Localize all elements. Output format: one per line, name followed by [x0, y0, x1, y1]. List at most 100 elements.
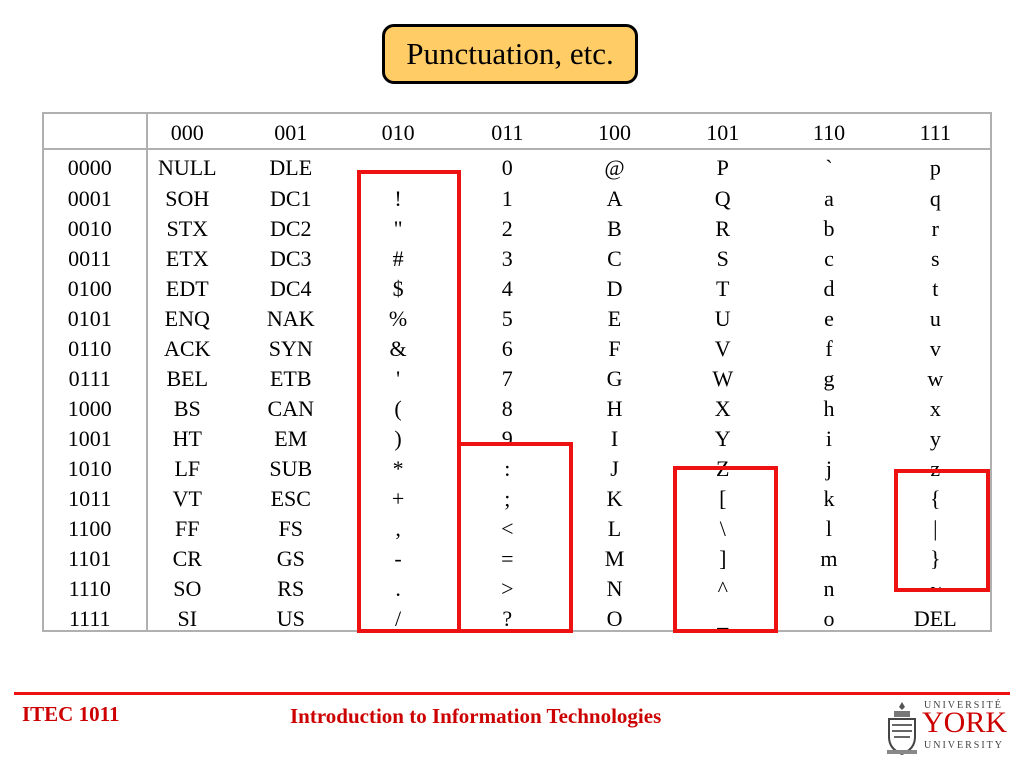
table-cell: / [395, 606, 402, 631]
table-cell: i [825, 426, 833, 451]
table-cell: ` [825, 155, 833, 180]
table-cell: X [714, 396, 731, 421]
table-cell: DC4 [269, 276, 312, 301]
table-cell: s [931, 246, 940, 271]
table-cell: P [716, 155, 729, 180]
table-cell: DC3 [269, 246, 312, 271]
table-cell: 7 [501, 366, 513, 391]
table-cell: " [393, 216, 403, 241]
table-cell: { [930, 486, 941, 511]
row-header: 1011 [68, 486, 112, 511]
table-cell: ] [719, 546, 727, 571]
table-cell: ETX [165, 246, 209, 271]
table-cell: = [501, 546, 514, 571]
table-cell: 2 [501, 216, 513, 241]
column-header-divider [44, 148, 990, 150]
table-cell: H [606, 396, 623, 421]
row-header: 0011 [68, 246, 112, 271]
table-cell: ; [504, 486, 511, 511]
table-cell: DC2 [269, 216, 312, 241]
table-cell: < [501, 516, 514, 541]
table-cell: $ [392, 276, 404, 301]
column-header: 111 [919, 120, 951, 145]
table-cell: V [714, 336, 731, 361]
table-cell: W [712, 366, 734, 391]
table-cell: VT [172, 486, 202, 511]
logo-text-york: YORK [922, 706, 1008, 739]
table-cell: BS [173, 396, 201, 421]
table-cell: m [820, 546, 838, 571]
table-cell: n [823, 576, 835, 601]
table-cell: S [716, 246, 729, 271]
table-cell: FS [278, 516, 303, 541]
table-cell: C [607, 246, 622, 271]
table-cell: h [823, 396, 835, 421]
table-cell: ! [394, 186, 402, 211]
table-cell: K [606, 486, 623, 511]
table-cell: 4 [501, 276, 513, 301]
row-header: 0001 [67, 186, 112, 211]
table-cell: SOH [165, 186, 210, 211]
highlight-box-braces-col-111 [894, 469, 990, 592]
table-cell: ( [394, 396, 402, 421]
course-title: Introduction to Information Technologies [290, 704, 662, 728]
row-header: 1101 [68, 546, 112, 571]
row-header: 0100 [67, 276, 112, 301]
table-cell: EM [274, 426, 308, 451]
table-cell: A [606, 186, 623, 211]
table-cell: y [929, 426, 941, 451]
table-cell: CAN [267, 396, 314, 421]
table-cell: o [823, 606, 835, 631]
table-cell: b [823, 216, 835, 241]
table-cell: k [823, 486, 835, 511]
highlight-box-punctuation-col-010 [357, 170, 461, 633]
table-cell: HT [172, 426, 202, 451]
table-cell: SO [173, 576, 202, 601]
column-header: 011 [491, 120, 524, 145]
table-cell: t [932, 276, 939, 301]
table-cell: # [392, 246, 404, 271]
table-cell: I [610, 426, 619, 451]
table-cell: p [929, 155, 941, 180]
table-cell: 0 [501, 155, 513, 180]
table-cell: + [391, 486, 405, 511]
table-cell: 3 [501, 246, 513, 271]
table-cell: ? [502, 606, 513, 631]
column-header: 101 [706, 120, 740, 145]
table-row: 1111 SI US /? O _ o DEL [44, 604, 990, 634]
table-cell: _ [717, 606, 729, 631]
column-header: 000 [170, 120, 204, 145]
header-row: 000 001 010 011 100 101 110 111 [44, 114, 990, 152]
table-cell: Q [714, 186, 731, 211]
table-row: 1100 FF FS, < L \ l | [44, 514, 990, 544]
table-cell: d [823, 276, 835, 301]
table-row: 0000 NULL DLE 0 @ P ` p [44, 152, 990, 184]
table-cell: e [824, 306, 834, 331]
table-cell: g [823, 366, 835, 391]
table-cell: E [607, 306, 622, 331]
row-header: 1100 [68, 516, 112, 541]
table-cell: x [929, 396, 941, 421]
table-cell: % [388, 306, 408, 331]
table-cell: SYN [268, 336, 313, 361]
table-cell: ' [396, 366, 401, 391]
table-cell: . [395, 576, 401, 601]
column-header: 010 [381, 120, 415, 145]
table-cell: u [929, 306, 941, 331]
table-cell: ) [394, 426, 402, 451]
row-header-divider [146, 114, 148, 630]
table-cell: NAK [266, 306, 315, 331]
table-cell: NULL [157, 155, 217, 180]
highlight-box-brackets-col-101 [673, 466, 778, 633]
ascii-table: 000 001 010 011 100 101 110 111 0000 NULL DLE 0 @ P ` p… [44, 114, 990, 634]
table-cell: J [610, 456, 619, 481]
table-cell: ENQ [164, 306, 210, 331]
table-cell: U [714, 306, 731, 331]
logo-text-bottom: UNIVERSITY [924, 740, 1004, 751]
table-cell: ACK [164, 336, 211, 361]
